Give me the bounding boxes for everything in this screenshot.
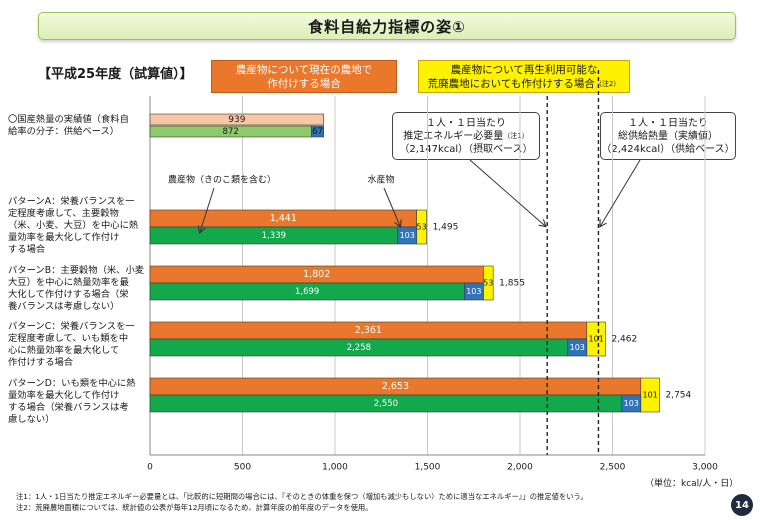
- pattern-orange-label: 2,361: [355, 325, 382, 336]
- row-label-line: 給率の分子：供給ベース）: [8, 126, 120, 137]
- pattern-marine-bar: [567, 338, 588, 357]
- row-label-line: 養バランスは考慮しない）: [8, 301, 120, 312]
- row-label-line: （米、小麦、大豆）を中心に熱: [8, 220, 139, 231]
- actual-crops-label: 872: [223, 127, 239, 137]
- pattern-orange-label: 1,441: [270, 213, 297, 224]
- energy-requirement-callout: １人・１日当たり 推定エネルギー必要量（注1） （2,147kcal）（摂取ベー…: [392, 112, 540, 160]
- crops-annotation-arrow: [200, 187, 215, 232]
- yellow-box-note: （注2）: [594, 79, 621, 88]
- actual-marine-label: 67: [312, 127, 323, 137]
- pattern-orange-label: 2,653: [382, 381, 409, 392]
- footnote-1: 注1：1人・1日当たり推定エネルギー必要量とは、「比較的に短期間の場合には、『そ…: [16, 492, 588, 501]
- row-label-actual: 〇国産熱量の実績値（食料自 給率の分子：供給ベース）: [8, 114, 150, 138]
- yellow-box-line2: 荒廃農地においても作付けする場合: [427, 77, 595, 90]
- page-title: 食料自給力指標の姿①: [38, 12, 736, 40]
- pattern-marine-label: 103: [466, 287, 481, 296]
- pattern-marine-label: 103: [400, 231, 415, 240]
- energy-callout-line2: 推定エネルギー必要量: [403, 130, 504, 142]
- row-label-pattern-c: パターンC：栄養バランスを一 定程度考慮して、いも類を中 心に熱量効率を最大化し…: [8, 321, 150, 369]
- actual-total-label: 939: [228, 115, 245, 125]
- footnote-2: 注2：荒廃農地面積については、統計値の公表が毎年12月頃になるため、計算年度の前…: [16, 503, 373, 512]
- actual-marine-bar: [311, 125, 325, 138]
- row-label-pattern-d: パターンD：いも類を中心に熱 量効率を最大化して作付け する場合（栄養バランスは…: [8, 378, 150, 426]
- pattern-total-label: 2,754: [665, 391, 691, 401]
- row-label-line: 定程度考慮して、いも類を中: [8, 333, 129, 344]
- title-text: 食料自給力指標の姿①: [308, 17, 466, 36]
- marine-annotation: 水産物: [367, 174, 394, 186]
- x-tick-label: 3,000: [692, 463, 718, 473]
- row-label-line: 作付けする場合: [8, 357, 74, 368]
- orange-legend-box: 農産物について現在の農地で 作付けする場合: [211, 60, 397, 93]
- orange-box-line2: 作付けする場合: [267, 77, 341, 90]
- pattern-yellow-label: 101: [643, 391, 658, 400]
- pattern-marine-bar: [621, 394, 642, 413]
- x-tick-label: 0: [147, 463, 153, 473]
- crops-annotation: 農産物（きのこ類を含む）: [168, 174, 276, 186]
- row-label-line: 量効率を最大化して作付け: [8, 232, 120, 243]
- row-label-line: 大豆）を中心に熱量効率を最: [8, 277, 129, 288]
- row-label-line: パターンB：主要穀物（米、小麦: [8, 265, 145, 276]
- yellow-legend-box: 農産物について再生利用可能な 荒廃農地においても作付けする場合（注2）: [418, 60, 630, 93]
- pattern-total-label: 1,495: [433, 223, 459, 233]
- supply-callout-line1: １人・１日当たり: [627, 117, 708, 129]
- x-tick-label: 1,500: [415, 463, 441, 473]
- yellow-box-line1: 農産物について再生利用可能な: [450, 63, 598, 76]
- row-label-line: 定程度考慮して、主要穀物: [8, 208, 119, 219]
- row-label-pattern-a: パターンA：栄養バランスを一 定程度考慮して、主要穀物 （米、小麦、大豆）を中心…: [8, 196, 150, 256]
- row-label-line: 大化して作付けする場合（栄: [8, 289, 129, 300]
- supply-callout-arrow: [600, 159, 641, 226]
- page-number: 14: [731, 494, 753, 516]
- energy-callout-line3: （2,147kcal）（摂取ベース）: [399, 143, 533, 155]
- pattern-yellow-label: 53: [416, 223, 426, 232]
- row-label-line: する場合: [8, 244, 46, 255]
- pattern-marine-bar: [397, 226, 418, 245]
- actual-total-bar: [149, 113, 325, 126]
- pattern-crops-label: 1,699: [295, 287, 319, 297]
- pattern-total-label: 1,855: [499, 279, 525, 289]
- supply-callout-line2: 総供給熱量（実績値）: [617, 130, 718, 142]
- x-tick-label: 2,500: [600, 463, 626, 473]
- marine-annotation-arrow: [383, 187, 400, 226]
- row-label-pattern-b: パターンB：主要穀物（米、小麦 大豆）を中心に熱量効率を最 大化して作付けする場…: [8, 265, 150, 313]
- x-tick-label: 1,000: [322, 463, 348, 473]
- energy-callout-line1: １人・１日当たり: [425, 117, 506, 129]
- pattern-total-label: 2,462: [611, 335, 637, 345]
- row-label-line: パターンD：いも類を中心に熱: [8, 378, 136, 389]
- row-label-line: 心に熱量効率を最大化して: [8, 345, 120, 356]
- pattern-crops-label: 2,258: [347, 343, 371, 353]
- pattern-crops-label: 1,339: [262, 231, 286, 241]
- row-label-line: 〇国産熱量の実績値（食料自: [8, 114, 129, 125]
- total-supply-callout: １人・１日当たり 総供給熱量（実績値） （2,424kcal）（供給ベース）: [600, 112, 736, 160]
- supply-callout-line3: （2,424kcal）（供給ベース）: [601, 143, 735, 155]
- row-label-line: する場合（栄養バランスは考: [8, 402, 129, 413]
- x-tick-label: 2,000: [507, 463, 533, 473]
- unit-label: （単位：kcal/人・日）: [645, 479, 739, 489]
- orange-box-line1: 農産物について現在の農地で: [235, 63, 373, 76]
- pattern-marine-bar: [464, 282, 484, 301]
- row-label-line: パターンC：栄養バランスを一: [8, 321, 135, 332]
- energy-callout-arrow: [469, 159, 545, 226]
- energy-callout-note: （注1）: [503, 131, 529, 140]
- row-label-line: 量効率を最大化して作付け: [8, 390, 120, 401]
- row-label-line: 慮しない）: [8, 414, 55, 425]
- pattern-orange-label: 1,802: [303, 269, 330, 280]
- chart-subtitle: 【平成25年度（試算値）】: [38, 67, 193, 82]
- x-tick-label: 500: [234, 463, 251, 473]
- pattern-crops-label: 2,550: [374, 399, 398, 409]
- pattern-yellow-label: 101: [588, 335, 603, 344]
- row-label-line: パターンA：栄養バランスを一: [8, 196, 135, 207]
- pattern-marine-label: 103: [624, 399, 639, 408]
- pattern-yellow-label: 53: [483, 279, 493, 288]
- pattern-marine-label: 103: [570, 343, 585, 352]
